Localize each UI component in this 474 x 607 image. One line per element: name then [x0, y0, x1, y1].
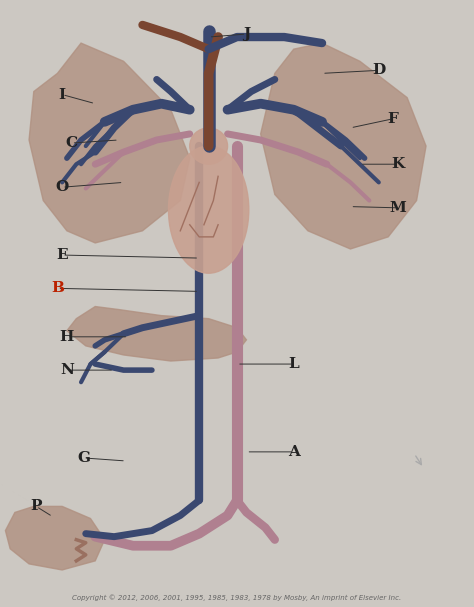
- Polygon shape: [29, 43, 190, 243]
- Polygon shape: [67, 307, 246, 361]
- Text: P: P: [30, 500, 42, 514]
- Text: L: L: [288, 357, 299, 371]
- Text: O: O: [55, 180, 69, 194]
- Text: C: C: [65, 136, 78, 150]
- Text: F: F: [388, 112, 399, 126]
- Polygon shape: [261, 43, 426, 249]
- Text: H: H: [60, 330, 74, 344]
- Ellipse shape: [168, 146, 249, 273]
- Text: G: G: [77, 451, 90, 465]
- Text: Copyright © 2012, 2006, 2001, 1995, 1985, 1983, 1978 by Mosby, An imprint of Els: Copyright © 2012, 2006, 2001, 1995, 1985…: [73, 595, 401, 602]
- Text: E: E: [56, 248, 68, 262]
- Text: D: D: [372, 63, 385, 77]
- Text: B: B: [51, 282, 64, 296]
- Text: I: I: [59, 87, 66, 101]
- Ellipse shape: [190, 128, 228, 164]
- Text: K: K: [391, 157, 404, 171]
- Text: A: A: [288, 445, 300, 459]
- Text: N: N: [60, 363, 74, 377]
- Polygon shape: [5, 506, 105, 570]
- Text: M: M: [389, 201, 406, 215]
- Text: J: J: [243, 27, 250, 41]
